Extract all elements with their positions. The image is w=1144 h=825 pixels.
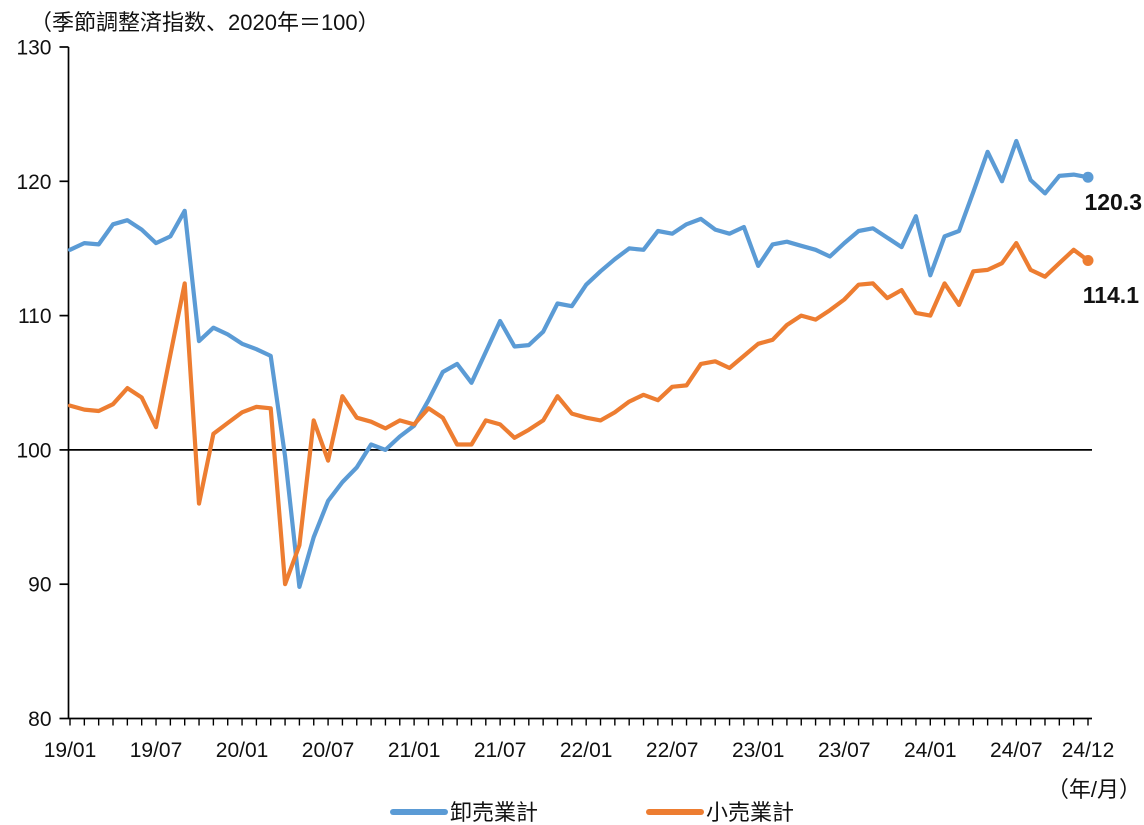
x-tick-label: 22/01 bbox=[560, 739, 613, 762]
x-tick-label: 23/07 bbox=[818, 739, 871, 762]
x-tick-label: 21/07 bbox=[474, 739, 527, 762]
axis-unit-label: （年/月） bbox=[1047, 777, 1141, 802]
wholesale-line bbox=[67, 138, 1091, 590]
legend: 卸売業計 小売業計 bbox=[390, 800, 794, 825]
x-tick-label: 24/12 bbox=[1062, 739, 1115, 762]
y-tick-label: 120 bbox=[16, 171, 51, 194]
retail-legend-label: 小売業計 bbox=[706, 800, 794, 825]
axes: 80 90 100 110 120 130 19/01 19/07 20/01 20/07 21/0… bbox=[16, 37, 1114, 763]
y-tick-label: 80 bbox=[28, 708, 51, 731]
x-tick-label: 19/07 bbox=[130, 739, 183, 762]
y-tick-label: 90 bbox=[28, 574, 51, 597]
x-tick-label: 19/01 bbox=[44, 739, 97, 762]
x-tick-label: 22/07 bbox=[646, 739, 699, 762]
x-tick-label: 20/01 bbox=[216, 739, 269, 762]
x-tick-label: 23/01 bbox=[732, 739, 785, 762]
y-tick-label: 110 bbox=[18, 305, 51, 328]
wholesale-legend-label: 卸売業計 bbox=[450, 800, 538, 825]
x-tick-label: 24/07 bbox=[990, 739, 1043, 762]
retail-endpoint-marker bbox=[1082, 255, 1094, 267]
x-tick-label: 21/01 bbox=[388, 739, 441, 762]
x-tick-label: 20/07 bbox=[302, 739, 355, 762]
y-tick-label: 130 bbox=[16, 37, 51, 60]
chart-note: （季節調整済指数、2020年＝100） bbox=[30, 10, 380, 35]
retail-end-label: 114.1 bbox=[1083, 282, 1139, 308]
wholesale-endpoint-marker bbox=[1082, 171, 1094, 183]
wholesale-end-label: 120.3 bbox=[1084, 189, 1142, 215]
retail-line bbox=[67, 241, 1091, 587]
series-lines bbox=[67, 138, 1094, 590]
x-tick-label: 24/01 bbox=[904, 739, 957, 762]
y-tick-label: 100 bbox=[16, 439, 51, 462]
